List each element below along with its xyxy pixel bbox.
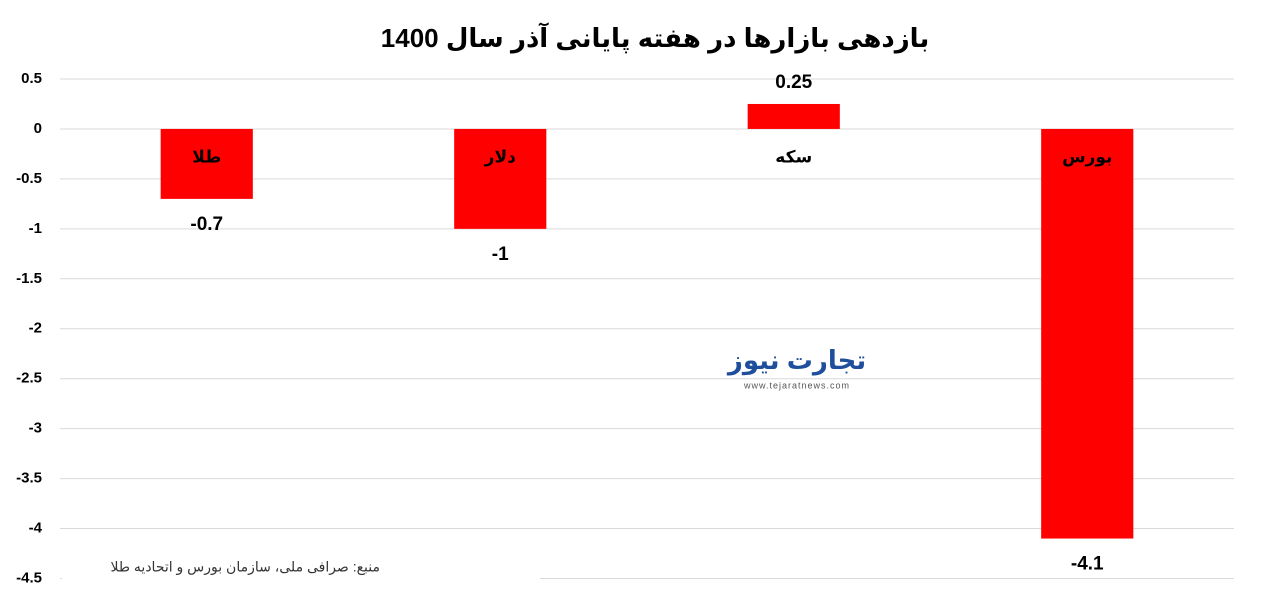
- value-label: -4.1: [1071, 554, 1104, 575]
- bar: [747, 103, 840, 129]
- value-label: -1: [492, 244, 509, 265]
- y-tick-label: -2: [29, 320, 42, 337]
- y-tick-label: 0.5: [21, 70, 42, 87]
- y-tick-label: -2.5: [16, 370, 42, 387]
- y-tick-label: -1: [29, 220, 42, 237]
- category-label: طلا: [192, 147, 221, 166]
- y-tick-label: -3: [29, 420, 42, 437]
- y-tick-label: -1.5: [16, 270, 42, 287]
- y-tick-label: -4.5: [16, 569, 42, 586]
- y-tick-label: 0: [34, 120, 42, 137]
- watermark-logo: تجارت نیوز: [726, 345, 866, 376]
- category-label: دلار: [484, 147, 516, 166]
- value-label: 0.25: [775, 72, 812, 93]
- chart-title: بازدهی بازارها در هفته پایانی آذر سال 14…: [381, 22, 929, 53]
- y-tick-label: -3.5: [16, 470, 42, 487]
- watermark-url: www.tejaratnews.com: [743, 380, 850, 390]
- value-label: -0.7: [190, 214, 223, 235]
- y-tick-label: -0.5: [16, 170, 42, 187]
- bar: [454, 128, 547, 229]
- bar: [1041, 128, 1134, 539]
- source-note: منبع: صرافی ملی، سازمان بورس و اتحادیه ط…: [111, 559, 380, 576]
- y-tick-label: -4: [29, 520, 43, 537]
- category-label: سکه: [775, 147, 812, 166]
- source-backing: [62, 552, 540, 586]
- bar: [160, 128, 253, 199]
- category-label: بورس: [1062, 147, 1112, 167]
